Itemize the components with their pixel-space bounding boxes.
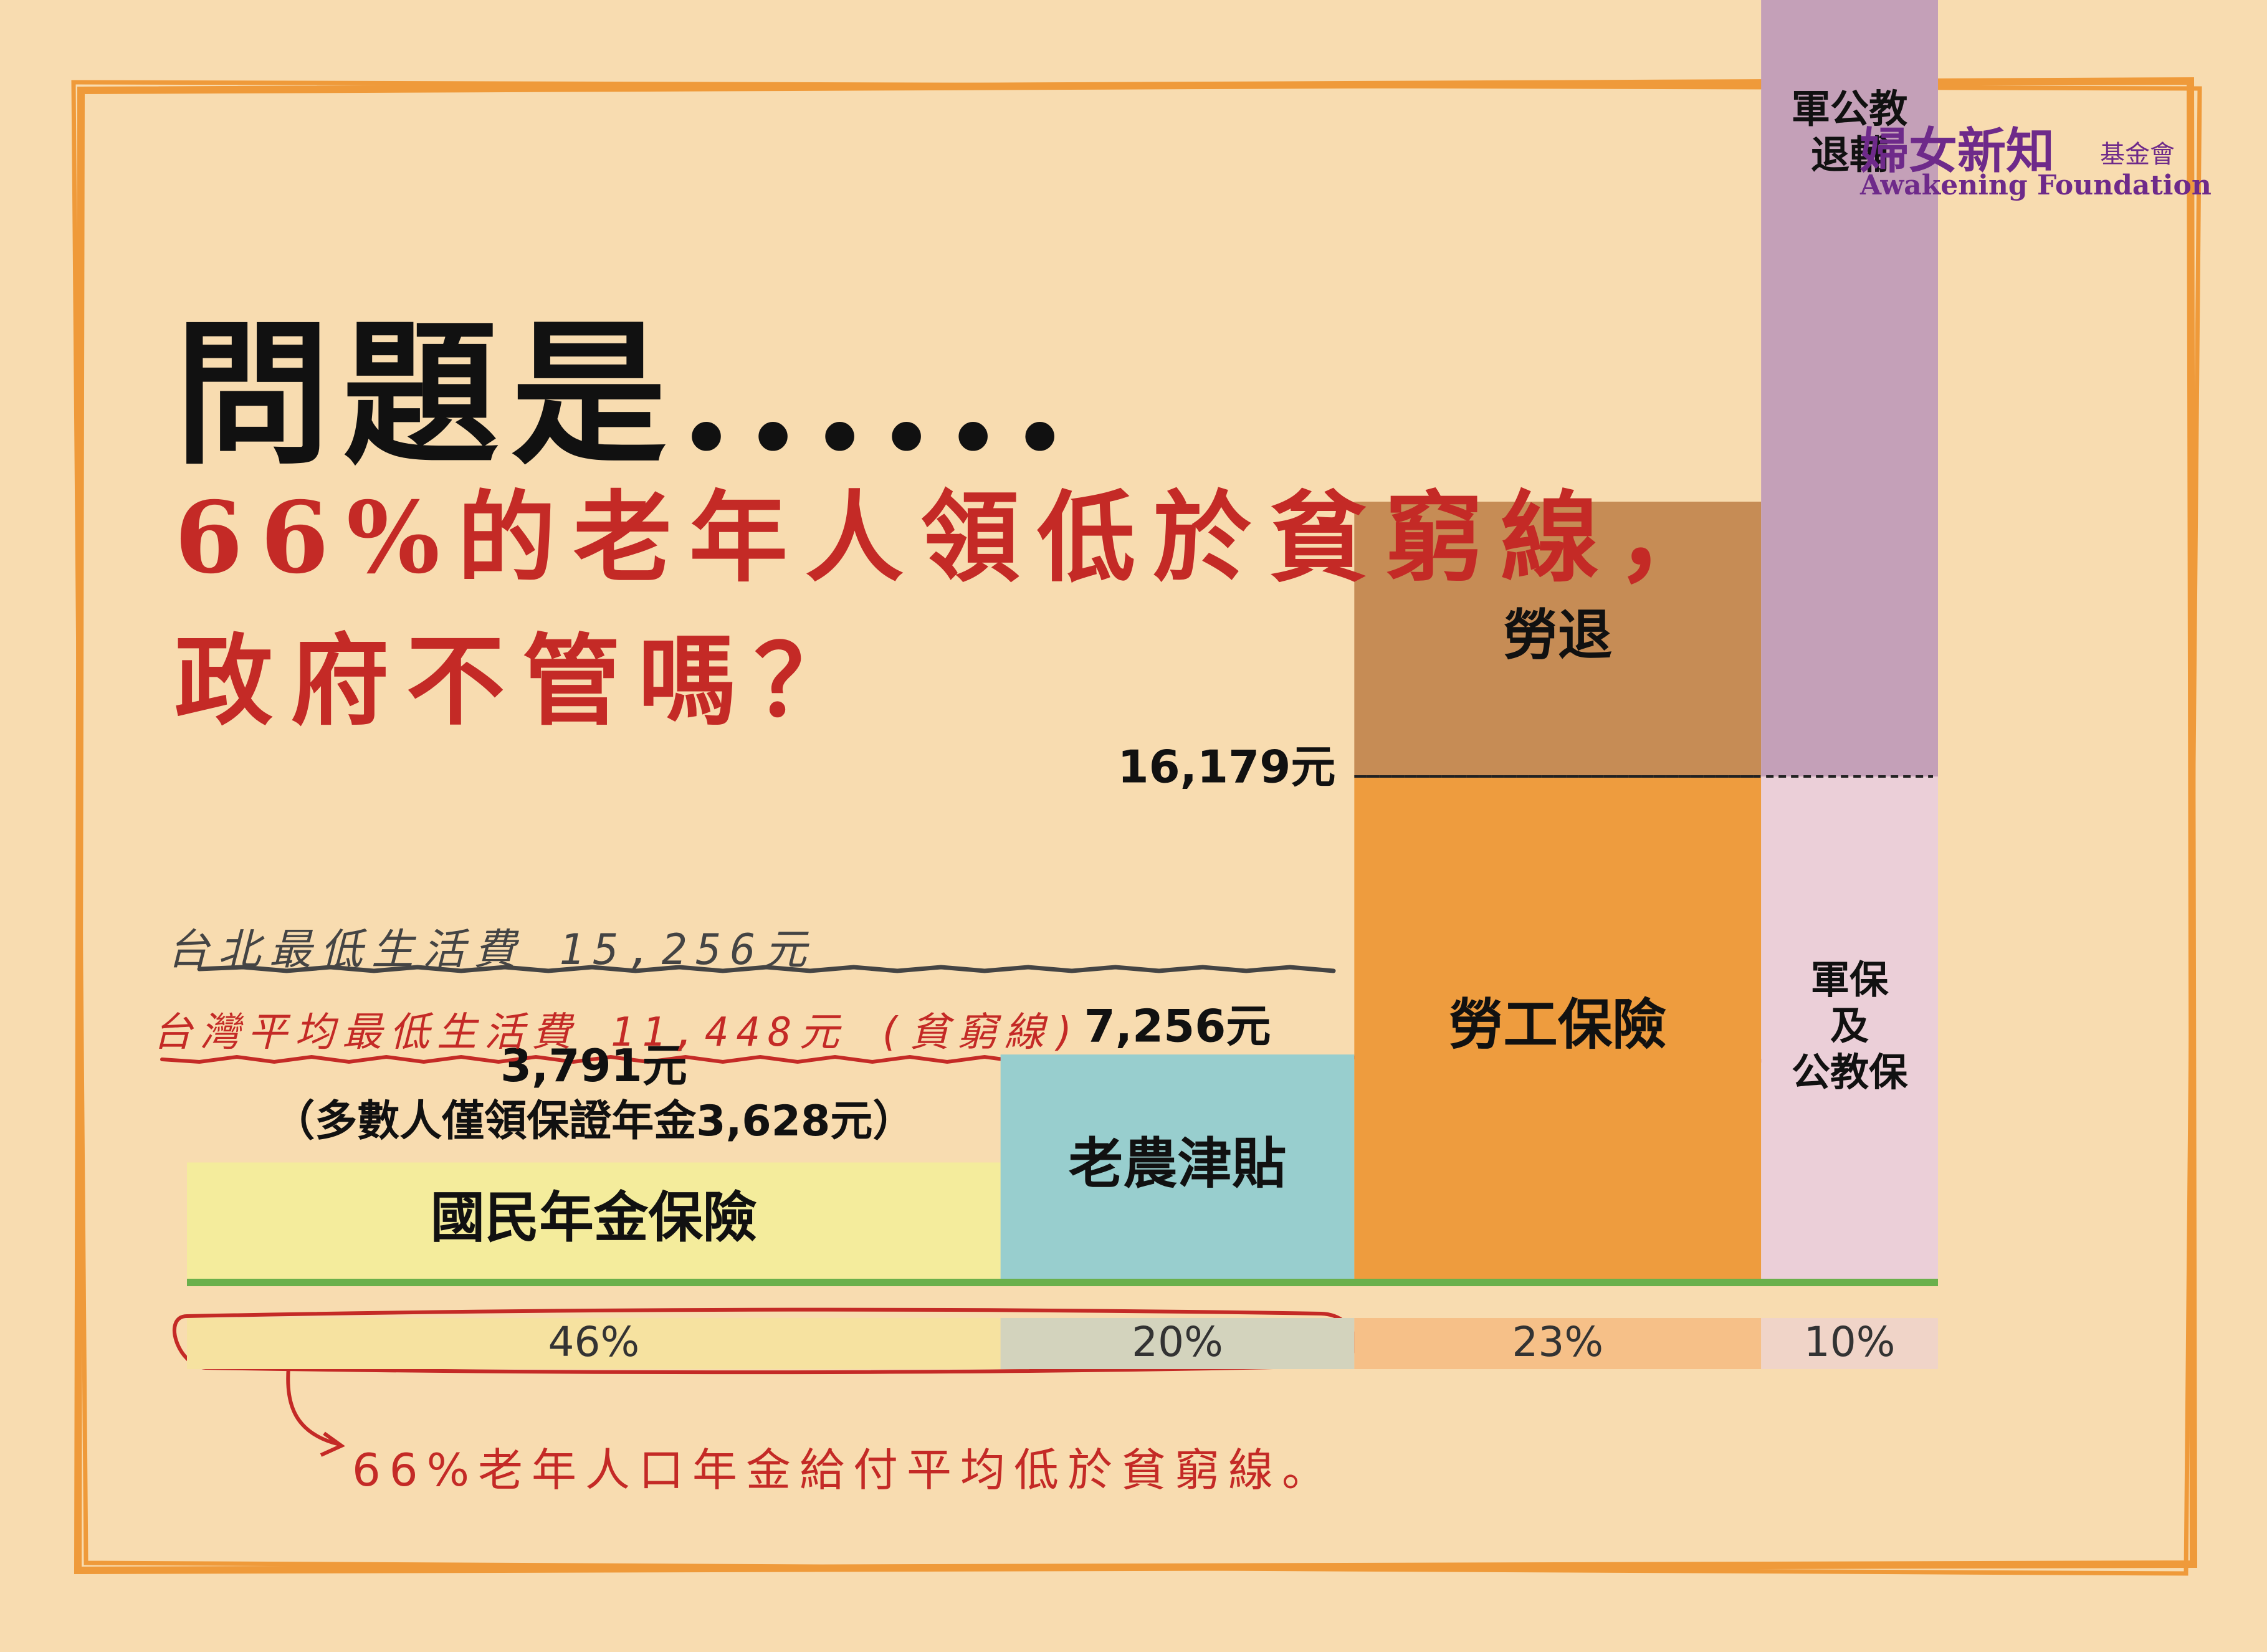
bar-segment-2-0: [1354, 776, 1762, 1281]
subtitle-line-2: 政府不管嗎？: [174, 624, 870, 739]
segment-label-3-1-1: 退輔: [1811, 132, 1888, 178]
share-cell-1: [1000, 1318, 1355, 1369]
taipei-line: [197, 965, 1336, 973]
logo-name: 婦女新知: [1860, 123, 2055, 179]
segment-label-3-0-1: 及: [1830, 1003, 1869, 1049]
segment-label-3-0-0: 軍保: [1811, 957, 1889, 1002]
subtitle-line-1: 66%的老年人領低於貧窮線，: [174, 480, 1733, 596]
value-note-0: （多數人僅領保證年金3,628元）: [272, 1097, 915, 1146]
value-label-1: 7,256元: [1084, 1000, 1271, 1053]
share-label-3: 10%: [1804, 1318, 1896, 1366]
bar-segment-2-1: [1354, 502, 1762, 777]
share-label-2: 23%: [1512, 1318, 1603, 1366]
share-cell-2: [1354, 1318, 1762, 1369]
share-label-0: 46%: [548, 1318, 639, 1366]
share-cell-0: [187, 1318, 1001, 1369]
segment-label-3-0-2: 公教保: [1792, 1049, 1908, 1095]
share-label-1: 20%: [1132, 1318, 1223, 1366]
share-cell-3: [1761, 1318, 1938, 1369]
footnote: 66%老年人口年金給付平均低於貧窮線。: [352, 1444, 1336, 1496]
bar-segment-3-0: [1761, 776, 1938, 1281]
logo-suffix: 基金會: [2100, 140, 2175, 169]
bar-segment-1-0: [1000, 1054, 1355, 1281]
taiwan-line-label: 台灣平均最低生活費 11,448元 (貧窮線): [153, 1010, 1084, 1056]
value-label-0: 3,791元: [500, 1039, 687, 1092]
segment-label-0-0-0: 國民年金保險: [431, 1186, 757, 1249]
bar-segment-0-0: [187, 1162, 1001, 1281]
value-label-2: 16,179元: [1117, 741, 1335, 793]
segment-label-2-1-0: 勞退: [1503, 603, 1612, 667]
logo-english: Awakening Foundation: [1860, 169, 2212, 201]
page-title: 問題是......: [174, 302, 1080, 485]
frame: [71, 77, 2202, 1576]
segment-label-1-0-0: 老農津貼: [1069, 1132, 1287, 1196]
segment-label-3-1-0: 軍公教: [1792, 86, 1907, 131]
segment-label-2-0-0: 勞工保險: [1449, 993, 1667, 1056]
bar-segment-3-1: [1761, 0, 1938, 777]
taipei-line-label: 台北最低生活費 15,256元: [167, 925, 816, 975]
